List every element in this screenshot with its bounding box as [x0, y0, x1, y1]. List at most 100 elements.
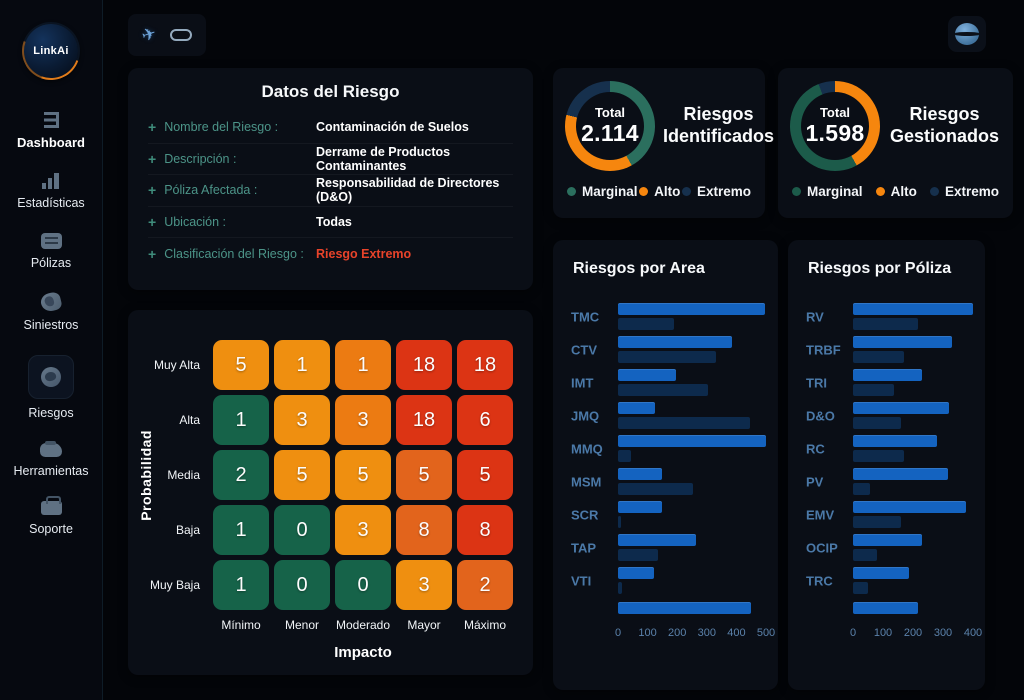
sidebar-item-estadisticas[interactable]: Estadísticas	[13, 173, 88, 210]
sidebar-item-label: Soporte	[29, 522, 73, 536]
bar-category-label: PV	[806, 474, 824, 489]
legend-dot	[681, 187, 691, 196]
bar-primary	[618, 501, 663, 513]
bar-secondary	[853, 384, 894, 396]
matrix-cell: 5	[274, 450, 330, 500]
risk-field-value: Todas	[316, 214, 352, 229]
axis-tick-label: 300	[697, 627, 716, 639]
legend-dot	[929, 187, 939, 196]
risk-field-value: Riesgo Extremo	[316, 246, 412, 261]
bar-group: RC	[800, 432, 973, 465]
donut-total-value: 2.114	[581, 120, 639, 146]
plane-icon[interactable]: ✈	[139, 23, 159, 46]
matrix-cell: 18	[396, 395, 452, 445]
toggle-icon[interactable]	[170, 29, 193, 41]
sidebar-item-label: Estadísticas	[17, 196, 85, 210]
matrix-grid: 5 1 1 18 18 1 3 3 18 6 2 5 5 5 5 1 0 3 8 8 1 0 0 3 2	[213, 340, 513, 610]
sidebar-item-soporte[interactable]: Soporte	[13, 496, 88, 536]
legend-label: Extremo	[944, 184, 999, 199]
bar-category-label: OCIP	[806, 540, 838, 555]
donut-row: Total 2.114 Riesgos Identificados	[565, 80, 774, 172]
risk-field-label-wrap: + Descripción :	[148, 151, 316, 167]
risk-field-label-wrap: + Clasificación del Riesgo :	[148, 246, 316, 262]
bar-primary	[853, 468, 948, 480]
bar-secondary	[853, 351, 904, 363]
matrix-cell: 5	[457, 450, 513, 500]
risk-field-row: + Descripción : Derrame de Productos Conta…	[148, 144, 513, 175]
bar-group: VTI	[565, 564, 766, 597]
matrix-cell: 3	[274, 395, 330, 445]
toolbar: ✈	[128, 14, 206, 56]
bar-group	[800, 597, 973, 619]
matrix-cell: 5	[213, 340, 269, 390]
bar-group: TRI	[800, 366, 973, 399]
matrix-cell: 1	[213, 560, 269, 610]
matrix-cell: 3	[396, 560, 452, 610]
donut-chart: Total 2.114	[565, 81, 655, 171]
risk-field-label: Ubicación :	[164, 214, 227, 229]
bar-secondary	[853, 450, 904, 462]
sidebar-item-dashboard[interactable]: Dashboard	[13, 112, 88, 150]
app-logo[interactable]: LinkAi	[24, 24, 78, 78]
matrix-cell: 18	[457, 340, 513, 390]
bar-group: TAP	[565, 531, 766, 564]
riesgos-por-area-card: Riesgos por Area TMC CTV IMT JMQ MMQ MSM SCR TAP…	[553, 240, 778, 690]
bar-chart-title: Riesgos por Area	[573, 260, 705, 277]
bar-group: RV	[800, 300, 973, 333]
matrix-x-axis-label: Impacto	[334, 644, 392, 661]
claims-icon	[39, 290, 63, 314]
bar-primary	[618, 602, 752, 614]
bar-primary	[618, 369, 676, 381]
axis-tick-label: 100	[873, 627, 893, 639]
legend-dot	[875, 187, 885, 196]
bar-category-label: RC	[806, 441, 825, 456]
donut-total-label: Total	[819, 105, 851, 120]
donut-total-label: Total	[594, 105, 626, 120]
globe-icon	[955, 23, 979, 45]
matrix-col-label: Mínimo	[221, 618, 261, 632]
bar-category-label: TRBF	[806, 342, 841, 357]
shield-icon	[41, 367, 61, 387]
matrix-cell: 1	[335, 340, 391, 390]
sidebar-item-siniestros[interactable]: Siniestros	[13, 290, 88, 332]
sidebar-item-label: Riesgos	[28, 406, 74, 420]
matrix-col-label: Mayor	[407, 618, 441, 632]
matrix-cell: 2	[457, 560, 513, 610]
axis-tick-label: 300	[933, 627, 953, 639]
bar-group: IMT	[565, 366, 766, 399]
legend-label: Marginal	[807, 184, 863, 199]
sidebar-item-herramientas[interactable]: Herramientas	[13, 441, 89, 478]
bar-group: OCIP	[800, 531, 973, 564]
risk-field-label-wrap: + Póliza Afectada :	[148, 182, 316, 198]
bar-primary	[618, 534, 697, 546]
sidebar-item-label: Siniestros	[23, 318, 79, 332]
matrix-cell: 3	[335, 505, 391, 555]
risk-data-card: Datos del Riesgo + Nombre del Riesgo : Con…	[128, 68, 533, 290]
bar-secondary	[618, 318, 675, 330]
bar-category-label: TRI	[806, 375, 827, 390]
bar-group: MMQ	[565, 432, 766, 465]
donut-title: Riesgos Identificados	[663, 104, 775, 146]
matrix-row-label: Alta	[179, 413, 200, 427]
sidebar-item-polizas[interactable]: Pólizas	[13, 233, 88, 270]
risk-field-label: Póliza Afectada :	[164, 183, 258, 198]
legend-item: Extremo	[681, 184, 751, 199]
donut-legend: Marginal Alto Extremo	[790, 184, 1001, 199]
bar-category-label: CTV	[571, 342, 597, 357]
bar-secondary	[618, 417, 750, 429]
globe-button[interactable]	[948, 16, 986, 52]
sidebar-nav: Dashboard Estadísticas Pólizas Siniestros Ri…	[13, 112, 89, 559]
plus-icon: +	[148, 213, 157, 230]
legend-dot	[792, 187, 801, 196]
bar-group: MSM	[565, 465, 766, 498]
bar-primary	[853, 567, 909, 579]
bar-group: TMC	[565, 300, 766, 333]
matrix-cell: 2	[213, 450, 269, 500]
sidebar-item-riesgos[interactable]: Riesgos	[13, 355, 88, 420]
matrix-row-labels: Muy Alta Alta Media Baja Muy Baja	[128, 340, 207, 615]
sidebar-item-label: Pólizas	[30, 256, 72, 270]
axis-tick-label: 200	[903, 627, 923, 639]
legend-dot	[567, 187, 576, 196]
bar-primary	[618, 402, 655, 414]
bar-secondary	[618, 351, 716, 363]
